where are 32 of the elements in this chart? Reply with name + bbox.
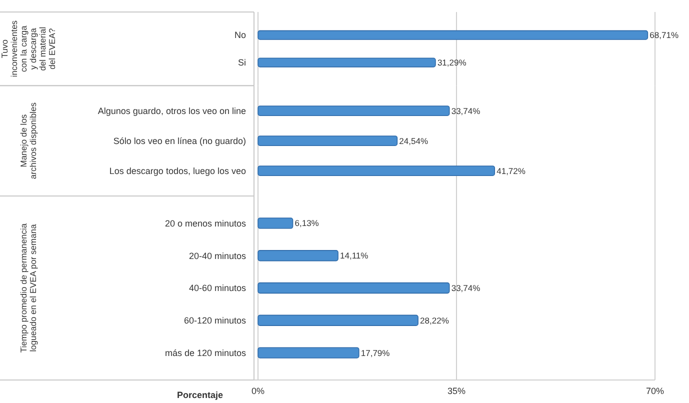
data-label: 28,22%	[420, 315, 450, 326]
data-label: 31,29%	[437, 58, 467, 68]
bar	[258, 282, 450, 294]
y-tick-label: 60-120 minutos	[184, 316, 246, 326]
y-tick-label: Sólo los veo en línea (no guardo)	[113, 136, 246, 146]
y-tick-label: 20 o menos minutos	[164, 218, 246, 228]
y-tick-label: más de 120 minutos	[164, 348, 246, 358]
data-label: 6,13%	[294, 218, 320, 228]
y-axis-title: Manejo de los archivos disponibles	[18, 102, 38, 180]
y-tick-label: Algunos guardo, otros los veo on line	[98, 106, 246, 116]
data-label: 17,79%	[360, 348, 390, 358]
data-label: 14,11%	[340, 250, 369, 261]
y-axis-title: Tuvo inconvenientes con la carga y descarga del material del EVEA?	[0, 20, 57, 78]
data-label: 68,71%	[650, 30, 679, 40]
bar	[258, 347, 360, 358]
bar	[258, 314, 418, 326]
y-tick-label: No	[234, 30, 246, 40]
data-label: 41,72%	[496, 166, 526, 176]
x-tick-label: 70%	[646, 386, 664, 396]
y-axis-title: Tiempo promedio de permanencia logueado en el EVEA por semana	[18, 223, 38, 353]
x-tick-label: 35%	[447, 386, 466, 396]
data-label: 33,74%	[451, 106, 481, 116]
data-label: 33,74%	[451, 282, 481, 293]
data-label: 24,54%	[399, 136, 428, 146]
x-axis-title: Porcentaje	[176, 390, 224, 400]
x-tick-label: 0%	[251, 386, 265, 396]
bar	[258, 250, 338, 262]
bar	[258, 218, 294, 229]
y-tick-label: 40-60 minutos	[188, 283, 246, 294]
y-tick-label: Los descargo todos, luego los veo	[109, 166, 246, 176]
y-tick-label: 20-40 minutos	[188, 250, 246, 261]
y-tick-label: Si	[238, 58, 246, 68]
